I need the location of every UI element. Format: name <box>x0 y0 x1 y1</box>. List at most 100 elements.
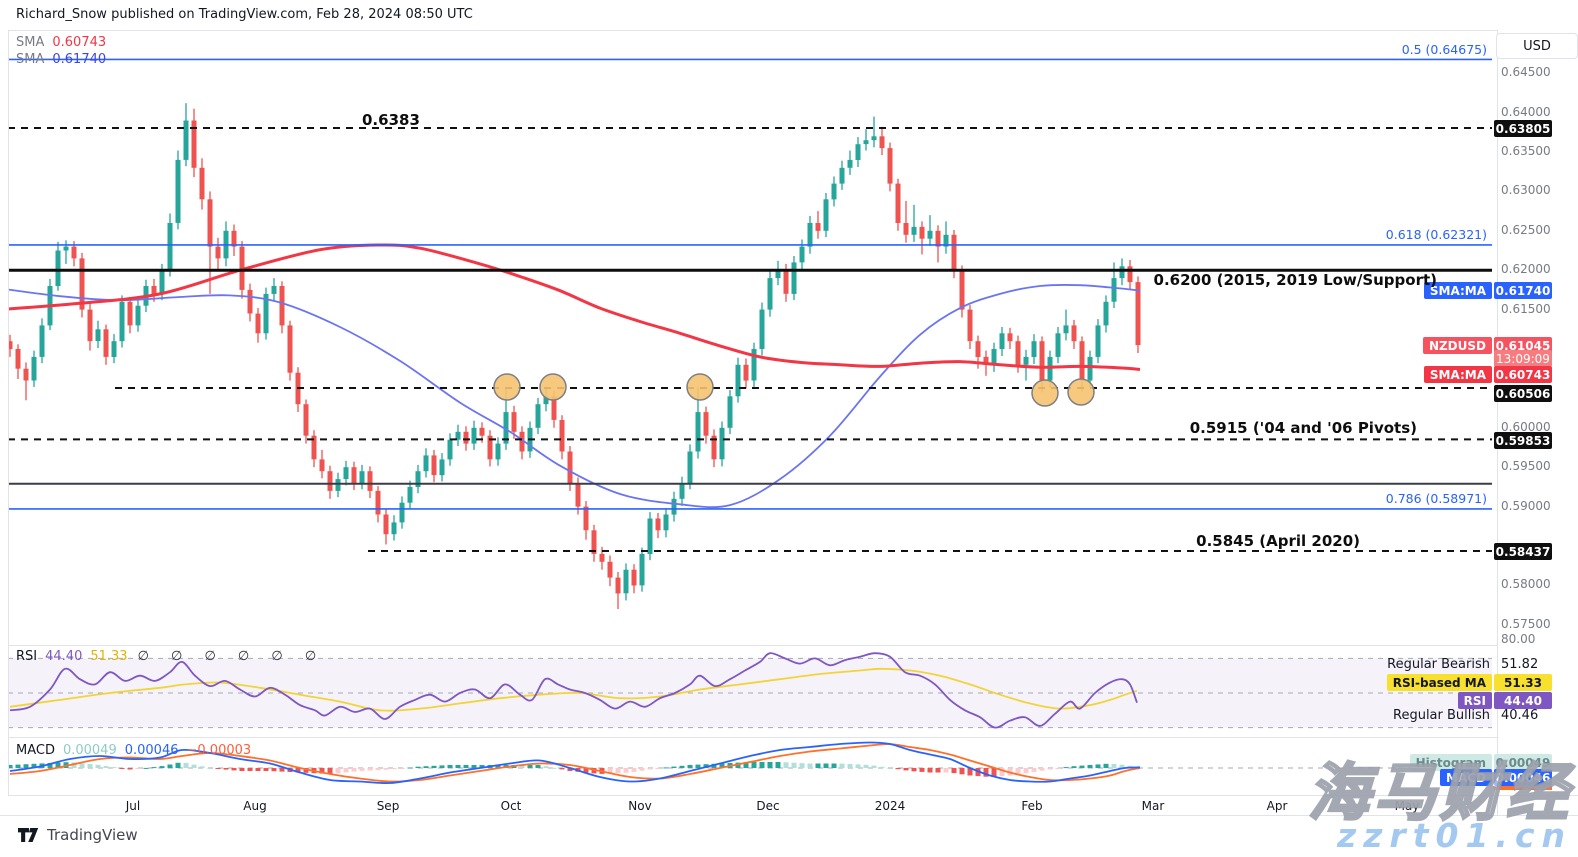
candle-body <box>183 120 189 160</box>
candle-body <box>1015 341 1021 365</box>
candle-body <box>519 431 525 452</box>
highlight-circle-marker[interactable] <box>1031 379 1059 407</box>
candle-body <box>287 325 293 373</box>
macd-histogram-bar <box>255 768 261 771</box>
candle-body <box>903 223 909 235</box>
macd-histogram-bar <box>783 762 789 768</box>
macd-histogram-bar <box>15 764 21 768</box>
time-axis[interactable]: Jul Aug Sep Oct Nov Dec 2024 Feb Mar Apr May <box>0 799 1578 815</box>
macd-histogram-bar <box>615 768 621 774</box>
price-pane[interactable] <box>0 58 1492 610</box>
candle-body <box>775 270 781 279</box>
legend-macd[interactable]: MACD 0.00049 0.00046 −0.00003 <box>16 743 251 758</box>
macd-histogram-bar <box>167 764 173 768</box>
candle-body <box>343 467 349 479</box>
pane-divider-rsi[interactable] <box>8 645 1497 646</box>
macd-histogram-bar <box>927 768 933 773</box>
time-axis-label: Sep <box>376 799 400 813</box>
rsi-pane[interactable] <box>8 652 1492 729</box>
highlight-circle-marker[interactable] <box>539 373 567 401</box>
macd-histogram-bar <box>367 768 373 771</box>
candle-body <box>751 349 757 381</box>
frame-top <box>8 30 1497 31</box>
candle-body <box>447 439 453 460</box>
macd-histogram-bar <box>767 762 773 768</box>
candle-body <box>783 270 789 294</box>
macd-histogram-bar <box>183 762 189 768</box>
macd-histogram-bar <box>71 762 77 768</box>
candle-body <box>391 522 397 535</box>
currency-toggle-button[interactable]: USD <box>1496 33 1578 59</box>
macd-histogram-bar <box>591 768 597 774</box>
candle-body <box>615 577 621 594</box>
candle-body <box>191 120 197 168</box>
macd-histogram-bar <box>343 768 349 773</box>
macd-histogram-bar <box>319 768 325 774</box>
candle-body <box>55 250 61 286</box>
macd-histogram-bar <box>671 766 677 768</box>
candle-body <box>311 435 317 460</box>
candle-body <box>487 435 493 460</box>
macd-histogram-bar <box>423 766 429 768</box>
legend-sma-50[interactable]: SMA 0.61740 <box>16 52 106 67</box>
candle-body <box>1087 356 1093 381</box>
candle-body <box>327 471 333 491</box>
legend-sma-200[interactable]: SMA 0.60743 <box>16 35 106 50</box>
tradingview-logo[interactable]: TradingView <box>17 825 138 845</box>
sma-value: 0.61740 <box>52 52 107 67</box>
macd-histogram-bar <box>567 768 573 771</box>
rsi-value: 44.40 <box>45 649 83 664</box>
macd-histogram-bar <box>359 768 365 771</box>
candle-body <box>127 301 133 326</box>
macd-histogram-bar <box>415 766 421 768</box>
candle-body <box>711 435 717 460</box>
candle-body <box>367 471 373 491</box>
time-axis-label: Jul <box>125 799 141 813</box>
candle-body <box>79 258 85 310</box>
macd-histogram-bar <box>175 762 181 768</box>
tradingview-logo-icon <box>18 828 39 842</box>
macd-histogram-bar <box>559 768 565 770</box>
candle-body <box>351 467 357 483</box>
macd-histogram-bar <box>527 765 533 768</box>
macd-histogram-bar <box>879 766 885 768</box>
macd-histogram-bar <box>1055 768 1061 769</box>
candle-body <box>1135 282 1141 346</box>
sma-200-line[interactable] <box>0 243 1141 371</box>
macd-histogram-bar <box>159 766 165 768</box>
macd-line[interactable] <box>9 741 1141 784</box>
candle-body <box>839 167 845 184</box>
highlight-circle-marker[interactable] <box>1067 378 1095 406</box>
candle-body <box>831 183 837 200</box>
macd-histogram-bar <box>87 764 93 768</box>
candle-body <box>735 364 741 397</box>
candle-body <box>703 412 709 436</box>
candle-body <box>215 246 221 259</box>
macd-histogram-bar <box>471 765 477 768</box>
sma-50-line[interactable] <box>0 284 1141 509</box>
time-axis-label: Feb <box>1021 799 1043 813</box>
rsi-line[interactable] <box>9 652 1138 729</box>
highlight-circle-marker[interactable] <box>493 373 521 401</box>
candle-body <box>23 368 29 381</box>
macd-histogram-bar <box>847 764 853 768</box>
macd-histogram-bar <box>207 768 213 769</box>
time-axis-border <box>8 795 1578 796</box>
macd-pane[interactable] <box>8 741 1493 784</box>
legend-rsi[interactable]: RSI 44.40 51.33 ∅ ∅ ∅ ∅ ∅ ∅ <box>16 649 325 664</box>
candle-body <box>1055 333 1061 357</box>
macd-histogram-bar <box>759 762 765 768</box>
watermark-cjk: 海马财经 <box>1307 755 1572 831</box>
candle-body <box>167 223 173 271</box>
candle-body <box>823 199 829 231</box>
macd-histogram-bar <box>191 764 197 768</box>
candle-body <box>583 506 589 531</box>
highlight-circle-marker[interactable] <box>686 373 714 401</box>
macd-histogram-bar <box>887 768 893 769</box>
candle-body <box>95 329 101 342</box>
pane-divider-macd[interactable] <box>8 737 1497 738</box>
candle-body <box>207 199 213 247</box>
candle-body <box>247 289 253 314</box>
